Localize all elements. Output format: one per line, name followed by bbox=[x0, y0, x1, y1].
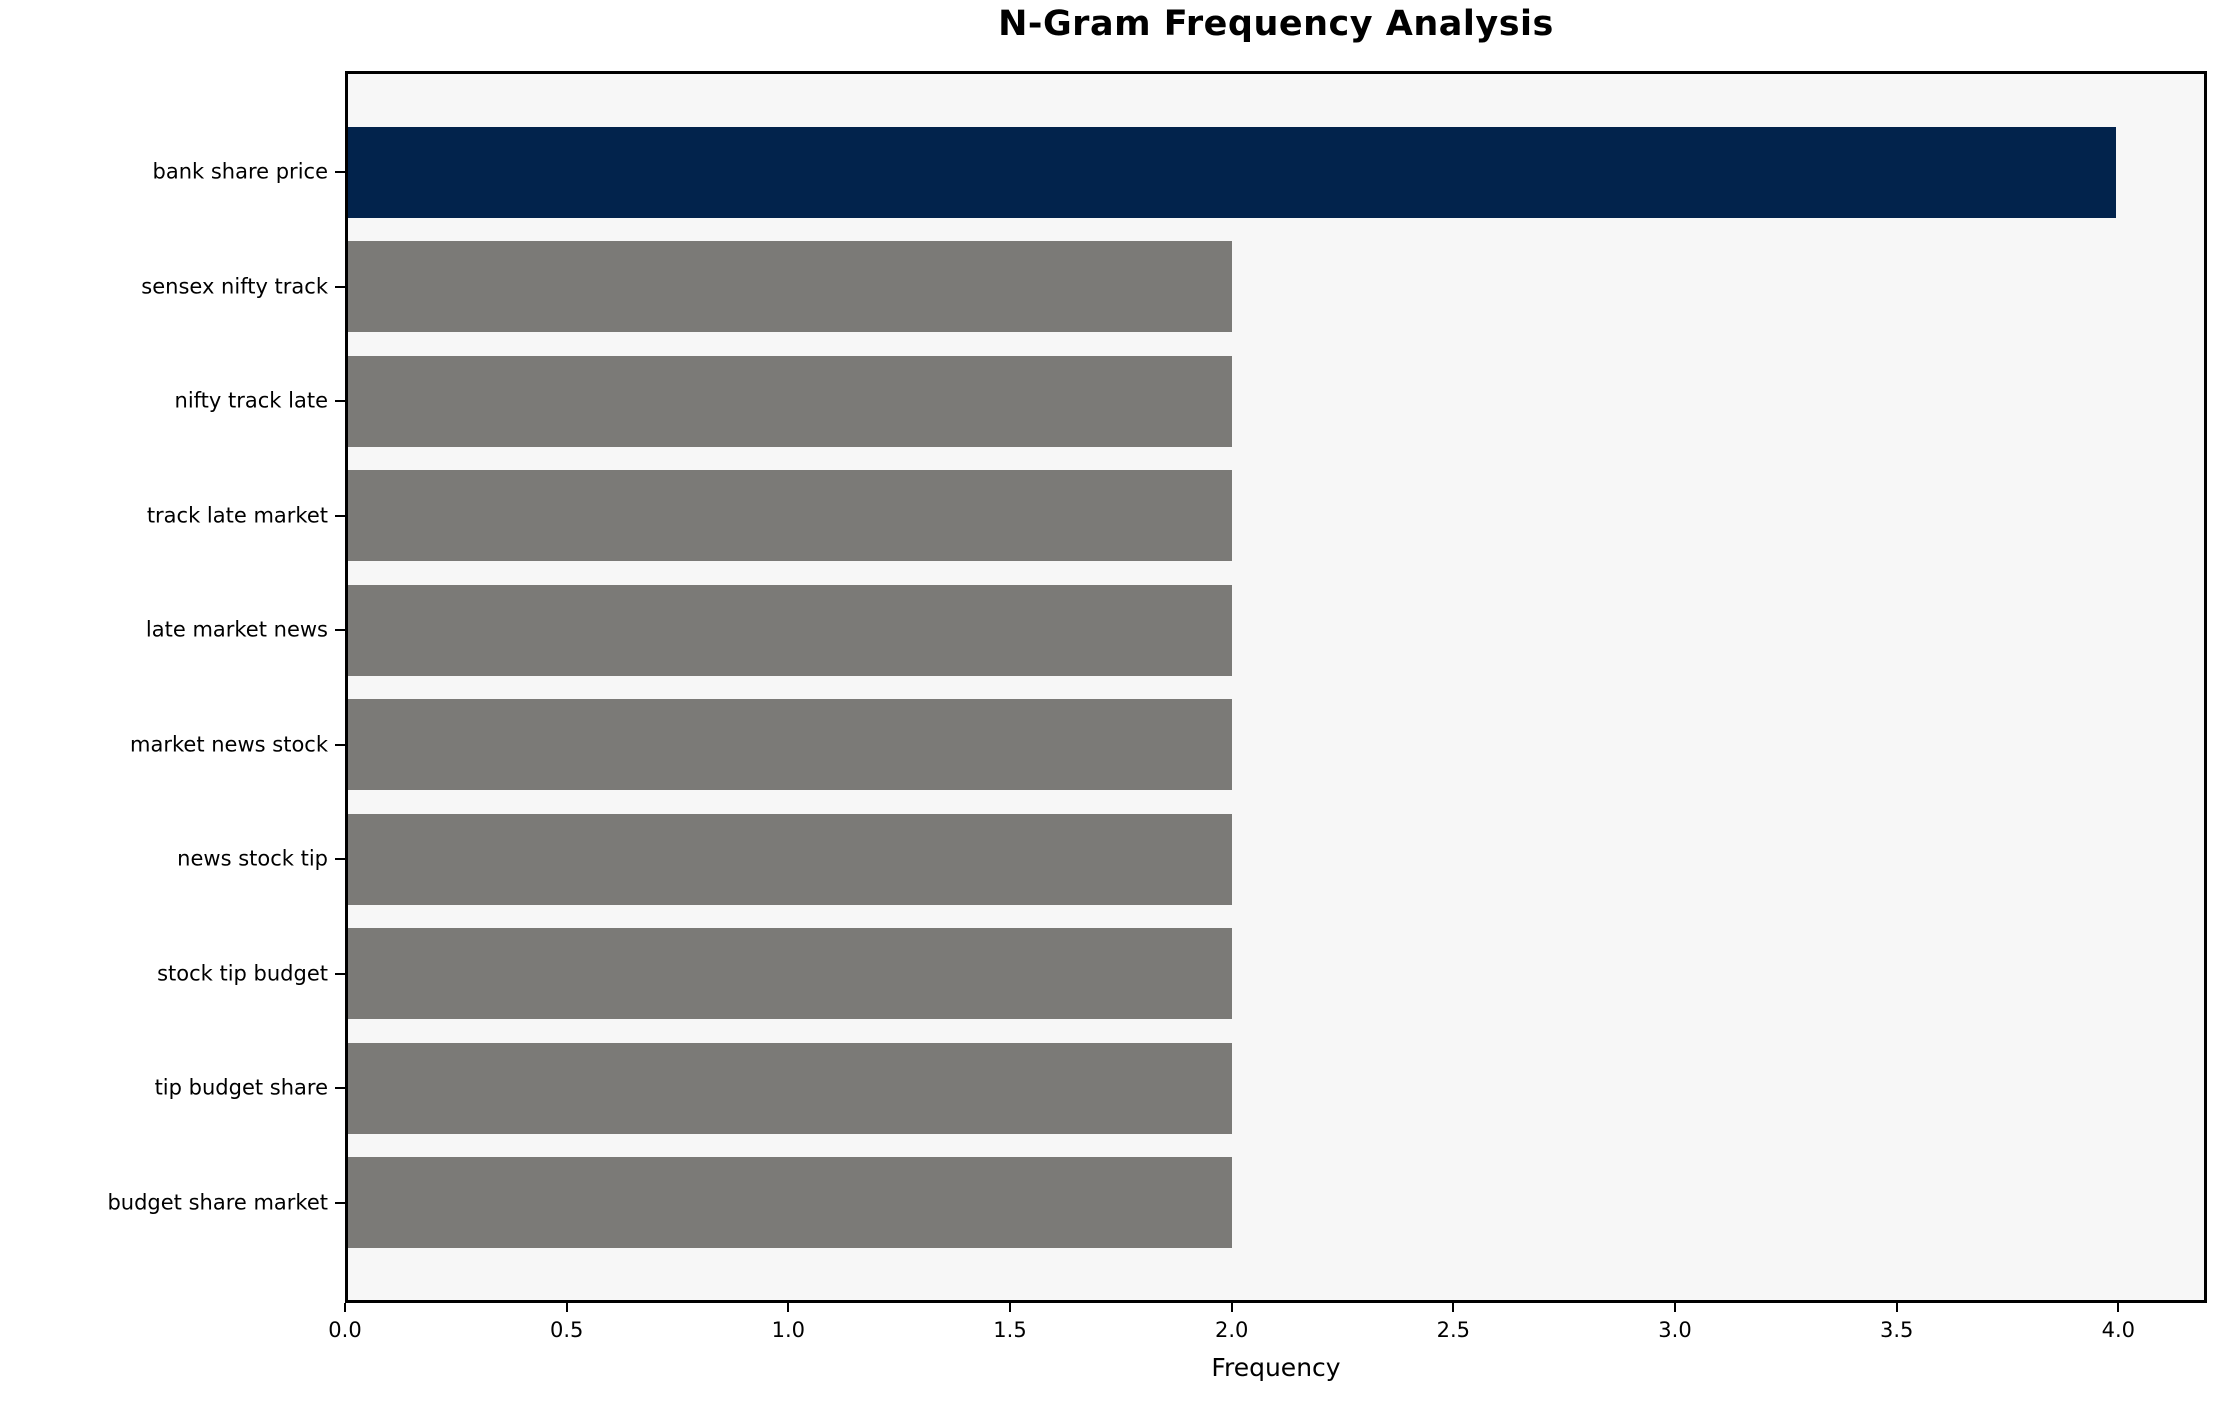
plot-area: bank share price sensex nifty track nifty … bbox=[107, 71, 2207, 1303]
bar bbox=[348, 1042, 1232, 1134]
x-tick-mark bbox=[1674, 1303, 1676, 1312]
y-tick-mark bbox=[335, 171, 345, 174]
bar bbox=[348, 928, 1232, 1020]
bar-row: market news stock bbox=[130, 688, 2204, 803]
y-tick-mark bbox=[335, 285, 345, 288]
bar-row: sensex nifty track bbox=[141, 230, 2204, 345]
bars-container: bank share price sensex nifty track nifty … bbox=[107, 74, 2204, 1300]
bar bbox=[348, 355, 1232, 447]
y-tick-label: stock tip budget bbox=[157, 961, 328, 986]
y-tick-label: market news stock bbox=[130, 732, 328, 757]
x-tick-label: 3.5 bbox=[1879, 1318, 1914, 1342]
x-tick-mark bbox=[787, 1303, 790, 1312]
y-tick-label: news stock tip bbox=[177, 846, 328, 871]
x-tick-mark bbox=[2117, 1303, 2120, 1312]
x-tick-label: 1.0 bbox=[771, 1318, 806, 1342]
bar bbox=[348, 699, 1232, 791]
x-tick-label: 3.0 bbox=[1658, 1318, 1692, 1342]
bar-row: budget share market bbox=[107, 1146, 2204, 1261]
bar-row: bank share price bbox=[153, 115, 2204, 230]
bar bbox=[348, 126, 2116, 218]
y-tick-label: sensex nifty track bbox=[141, 274, 328, 299]
bar bbox=[348, 1157, 1232, 1249]
x-axis-label: Frequency bbox=[1211, 1353, 1341, 1382]
y-tick-label: tip budget share bbox=[154, 1075, 328, 1100]
x-tick-label: 0.0 bbox=[328, 1318, 362, 1342]
x-tick-mark bbox=[1895, 1303, 1898, 1312]
x-tick-mark bbox=[344, 1303, 346, 1312]
chart-title: N-Gram Frequency Analysis bbox=[998, 4, 1554, 44]
bar-row: news stock tip bbox=[177, 802, 2204, 917]
y-tick-label: nifty track late bbox=[174, 388, 328, 413]
x-tick-label: 4.0 bbox=[2101, 1318, 2136, 1342]
y-tick-mark bbox=[335, 743, 345, 746]
x-tick-label: 1.5 bbox=[993, 1318, 1027, 1342]
x-tick-label: 2.0 bbox=[1214, 1318, 1249, 1342]
x-tick-label: 0.5 bbox=[549, 1318, 584, 1342]
y-tick-mark bbox=[335, 1201, 345, 1204]
x-tick-mark bbox=[565, 1303, 568, 1312]
y-tick-label: late market news bbox=[145, 617, 328, 642]
x-tick-mark bbox=[1230, 1303, 1233, 1312]
bar-row: stock tip budget bbox=[157, 917, 2204, 1032]
bar bbox=[348, 584, 1232, 676]
bar bbox=[348, 241, 1232, 333]
y-tick-label: track late market bbox=[146, 503, 328, 528]
bar-row: track late market bbox=[147, 459, 2204, 574]
y-tick-label: bank share price bbox=[152, 159, 329, 184]
y-tick-mark bbox=[335, 629, 345, 632]
bar bbox=[348, 813, 1232, 905]
x-tick-mark bbox=[1452, 1303, 1455, 1312]
bar-row: tip budget share bbox=[155, 1031, 2204, 1146]
y-tick-label: budget share market bbox=[107, 1190, 328, 1215]
y-tick-mark bbox=[335, 1087, 345, 1090]
y-tick-mark bbox=[335, 972, 345, 975]
bar-row: nifty track late bbox=[175, 344, 2204, 459]
x-tick-label: 2.5 bbox=[1436, 1318, 1471, 1342]
x-tick-mark bbox=[1009, 1303, 1011, 1312]
y-tick-mark bbox=[335, 858, 345, 861]
bar-row: late market news bbox=[146, 573, 2204, 688]
y-tick-mark bbox=[335, 400, 345, 403]
y-tick-mark bbox=[335, 514, 345, 517]
bar bbox=[348, 470, 1232, 562]
